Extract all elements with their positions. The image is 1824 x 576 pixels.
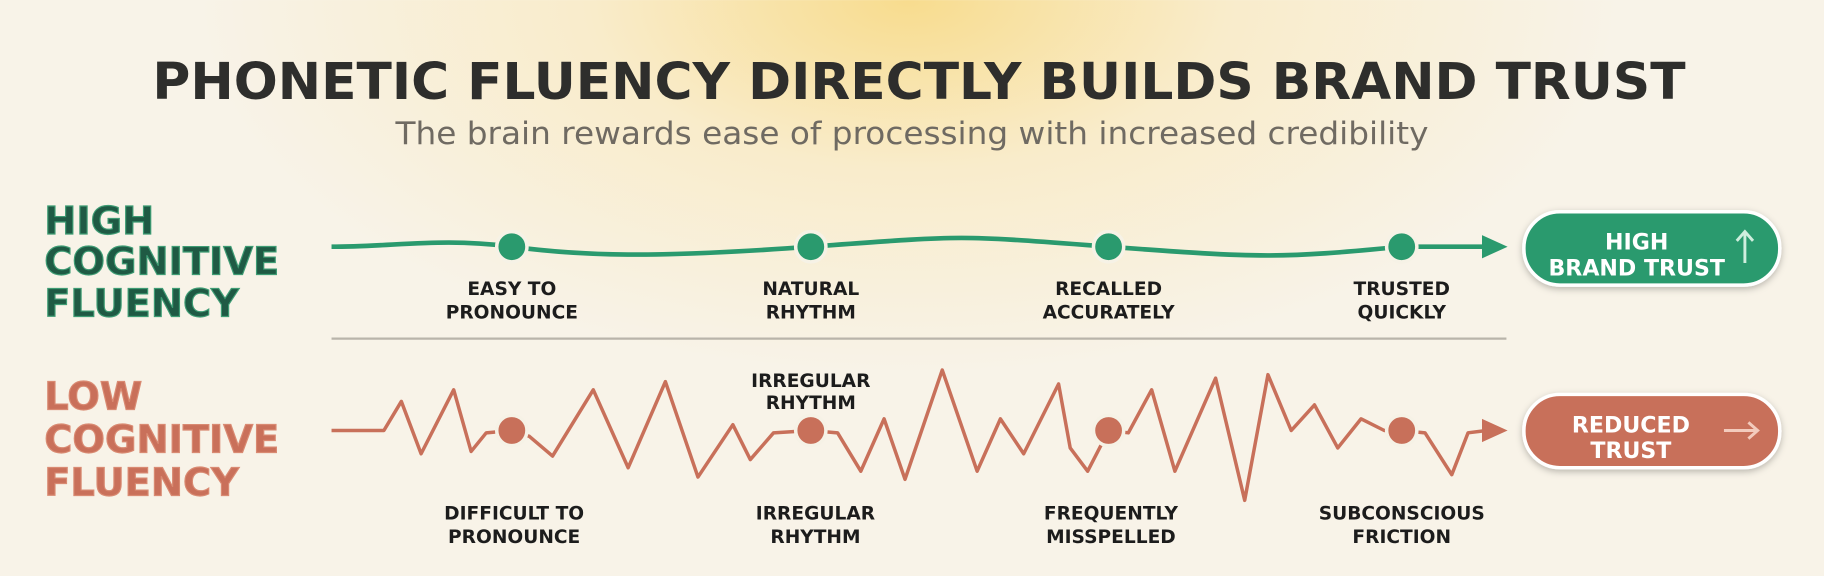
step-label: DIFFICULT TO — [444, 504, 584, 525]
milestone-dot — [793, 413, 828, 448]
label-line: FLUENCY — [44, 282, 240, 327]
step-labels: EASY TO PRONOUNCE NATURAL RHYTHM RECALLE… — [446, 279, 1450, 323]
up-arrow-icon — [1735, 229, 1755, 263]
annotation: IRREGULAR RHYTHM — [751, 371, 870, 414]
milestones — [494, 413, 1419, 448]
milestone-dot — [1384, 229, 1419, 264]
step-label: EASY TO — [467, 279, 556, 300]
row-label: LOW COGNITIVE FLUENCY — [44, 374, 280, 506]
step-labels: DIFFICULT TO PRONOUNCE IRREGULAR RHYTHM … — [444, 504, 1485, 548]
annotation-line: RHYTHM — [766, 393, 856, 414]
outcome-line: REDUCED — [1572, 412, 1690, 438]
step-label: FREQUENTLY — [1044, 504, 1179, 525]
step-label: MISSPELLED — [1046, 527, 1176, 548]
arrowhead — [1482, 418, 1508, 443]
milestone-dot — [1091, 229, 1126, 264]
label-line: COGNITIVE — [44, 240, 279, 285]
fluent-wave — [331, 235, 1487, 258]
right-arrow-icon — [1723, 421, 1760, 440]
outcome-pill — [1522, 392, 1782, 470]
step-label: FRICTION — [1352, 527, 1451, 548]
milestone-dot — [793, 229, 828, 264]
step-label: TRUSTED — [1354, 279, 1450, 300]
milestone-dot — [1091, 413, 1126, 448]
row-label: HIGH COGNITIVE FLUENCY — [44, 198, 280, 327]
annotation-line: IRREGULAR — [751, 371, 870, 392]
step-label: NATURAL — [762, 279, 859, 300]
step-label: IRREGULAR — [756, 504, 875, 525]
milestone-dot — [494, 229, 529, 264]
step-label: PRONOUNCE — [448, 527, 580, 548]
step-label: QUICKLY — [1358, 303, 1447, 324]
outcome-text: HIGH BRAND TRUST — [1548, 230, 1724, 282]
milestone-dot — [1384, 413, 1419, 448]
arrowhead — [1482, 235, 1508, 259]
label-line: LOW — [44, 375, 142, 420]
title: PHONETIC FLUENCY DIRECTLY BUILDS BRAND T… — [152, 52, 1685, 112]
outcome-text: REDUCED TRUST — [1572, 412, 1690, 464]
outcome-pill — [1522, 210, 1782, 287]
milestones — [494, 229, 1419, 264]
step-label: RHYTHM — [766, 303, 856, 324]
step-label: ACCURATELY — [1043, 303, 1175, 324]
milestone-dot — [494, 413, 529, 448]
outcome-line: TRUST — [1590, 438, 1671, 464]
label-line: HIGH — [44, 199, 154, 244]
subtitle: The brain rewards ease of processing wit… — [394, 116, 1428, 152]
step-label: RHYTHM — [770, 527, 860, 548]
step-label: RECALLED — [1055, 279, 1162, 300]
step-label: PRONOUNCE — [446, 303, 578, 324]
outcome-line: BRAND TRUST — [1548, 255, 1724, 281]
step-label: SUBCONSCIOUS — [1319, 504, 1485, 525]
outcome-line: HIGH — [1605, 230, 1668, 256]
label-line: COGNITIVE — [44, 418, 279, 463]
label-line: FLUENCY — [44, 461, 240, 506]
